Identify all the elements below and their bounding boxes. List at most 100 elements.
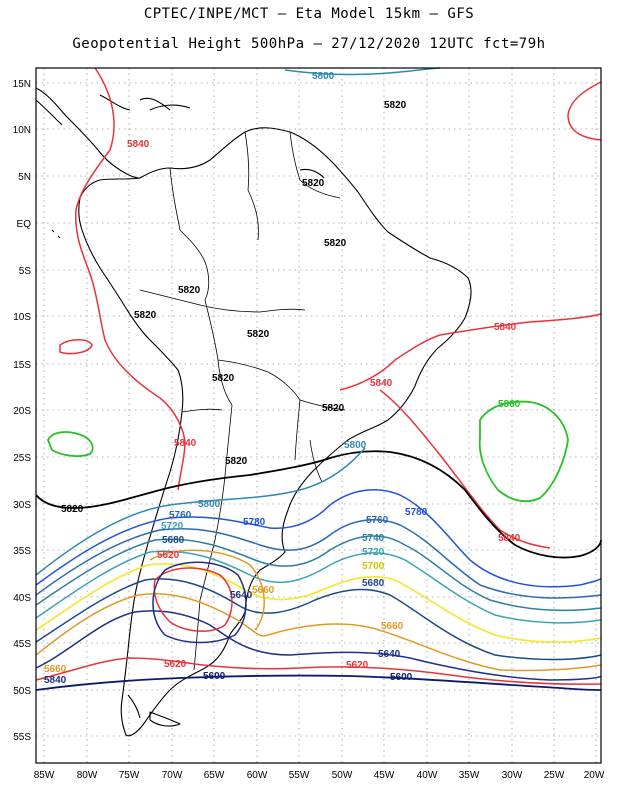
contour-label: 5640 [378, 649, 401, 660]
lat-label: 10N [13, 125, 31, 136]
lon-label: 50W [332, 770, 353, 781]
south-america-coast [78, 127, 472, 737]
contour-low-5640 [152, 561, 247, 644]
lat-label: 35S [13, 546, 31, 557]
lat-label: 25S [13, 453, 31, 464]
lat-label: 45S [13, 639, 31, 650]
contour-5840-island-w [59, 339, 93, 355]
contour-label: 5700 [362, 561, 385, 572]
contour-label: 5620 [164, 659, 187, 670]
lat-label: 30S [13, 500, 31, 511]
lat-label: 5S [19, 266, 32, 277]
contour-label: 5820 [134, 310, 157, 321]
lat-label: 50S [13, 686, 31, 697]
contour-label: 5840 [127, 139, 150, 150]
galapagos [51, 229, 61, 239]
contour-label: 5800 [198, 499, 221, 510]
country-borders [139, 131, 346, 671]
contour-5780 [35, 504, 331, 586]
contour-5800-north [284, 67, 441, 76]
contour-5720 [35, 550, 602, 624]
map-title: CPTEC/INPE/MCT – Eta Model 15km – GFS [143, 6, 475, 22]
lat-label: 20S [13, 406, 31, 417]
lat-label: EQ [17, 219, 32, 230]
contour-5620 [35, 657, 602, 685]
contour-5800-mid [35, 447, 366, 576]
lon-label: 20W [584, 770, 605, 781]
contour-label: 5780 [243, 517, 266, 528]
contour-label: 5760 [366, 515, 389, 526]
contour-label: 5820 [302, 178, 325, 189]
island-caribbean [149, 104, 325, 179]
contour-5740 [35, 535, 602, 612]
contour-label: 5820 [322, 403, 345, 414]
contour-label: 5820 [212, 373, 235, 384]
contour-label: 5680 [162, 535, 185, 546]
lon-label: 55W [289, 770, 310, 781]
contour-label: 5860 [498, 399, 521, 410]
lat-label: 40S [13, 593, 31, 604]
latitude-labels: 15N 10N 5N EQ 5S 10S 15S 20S 25S 30S 35S… [13, 79, 32, 743]
lon-label: 60W [247, 770, 268, 781]
lon-label: 80W [77, 770, 98, 781]
contour-label: 5620 [157, 550, 180, 561]
lat-label: 15S [13, 360, 31, 371]
contour-label: 5660 [381, 621, 404, 632]
contour-label: 5600 [390, 672, 413, 683]
contour-label: 5600 [203, 671, 226, 682]
coastlines [35, 87, 472, 737]
contour-label: 5840 [174, 438, 197, 449]
lat-label: 5N [18, 172, 31, 183]
contour-label: 5740 [362, 533, 385, 544]
contour-label: 5820 [324, 238, 347, 249]
contour-5640 [35, 610, 602, 681]
lon-label: 40W [417, 770, 438, 781]
contour-labels: 5800 5820 5840 5820 5820 5820 5820 5820 … [44, 71, 521, 686]
contour-5860-high [478, 400, 569, 503]
contour-5840-east [339, 313, 602, 391]
longitude-labels: 85W 80W 75W 70W 65W 60W 55W 50W 45W 40W … [34, 770, 605, 781]
contour-label: 5820 [61, 504, 84, 515]
contour-5780-east [329, 489, 602, 588]
contour-label: 5840 [44, 675, 67, 686]
contours [35, 67, 602, 691]
tierra-del-fuego [127, 694, 181, 727]
contour-label: 5820 [247, 329, 270, 340]
contour-label: 5800 [312, 71, 335, 82]
lon-label: 45W [374, 770, 395, 781]
contour-label: 5640 [230, 590, 253, 601]
contour-low-5620 [153, 567, 233, 632]
lon-label: 85W [34, 770, 55, 781]
central-america-north [35, 94, 171, 126]
contour-label: 5720 [362, 547, 385, 558]
contour-5840-tr [567, 81, 602, 141]
contour-label: 5720 [161, 521, 184, 532]
map-subtitle: Geopotential Height 500hPa – 27/12/2020 … [72, 36, 546, 52]
lon-label: 75W [119, 770, 140, 781]
contour-label: 5680 [362, 578, 385, 589]
contour-5660 [35, 592, 602, 672]
lat-label: 10S [13, 312, 31, 323]
central-america-coast [35, 87, 141, 179]
contour-label: 5800 [344, 440, 367, 451]
lon-label: 35W [459, 770, 480, 781]
lon-label: 70W [162, 770, 183, 781]
grid-lines [36, 68, 601, 763]
lon-label: 25W [544, 770, 565, 781]
lat-label: 55S [13, 732, 31, 743]
contour-label: 5820 [384, 100, 407, 111]
contour-label: 5840 [494, 322, 517, 333]
contour-5600 [35, 674, 602, 691]
contour-5760 [35, 519, 602, 599]
contour-5820-main [35, 450, 602, 559]
contour-label: 5660 [252, 585, 275, 596]
contour-5680 [35, 578, 602, 661]
contour-label: 5780 [405, 507, 428, 518]
contour-5840-se [379, 389, 551, 549]
contour-5700 [35, 562, 602, 644]
contour-label: 5820 [225, 456, 248, 467]
map-frame [35, 67, 602, 764]
lon-label: 65W [204, 770, 225, 781]
contour-5840-north [75, 67, 186, 491]
